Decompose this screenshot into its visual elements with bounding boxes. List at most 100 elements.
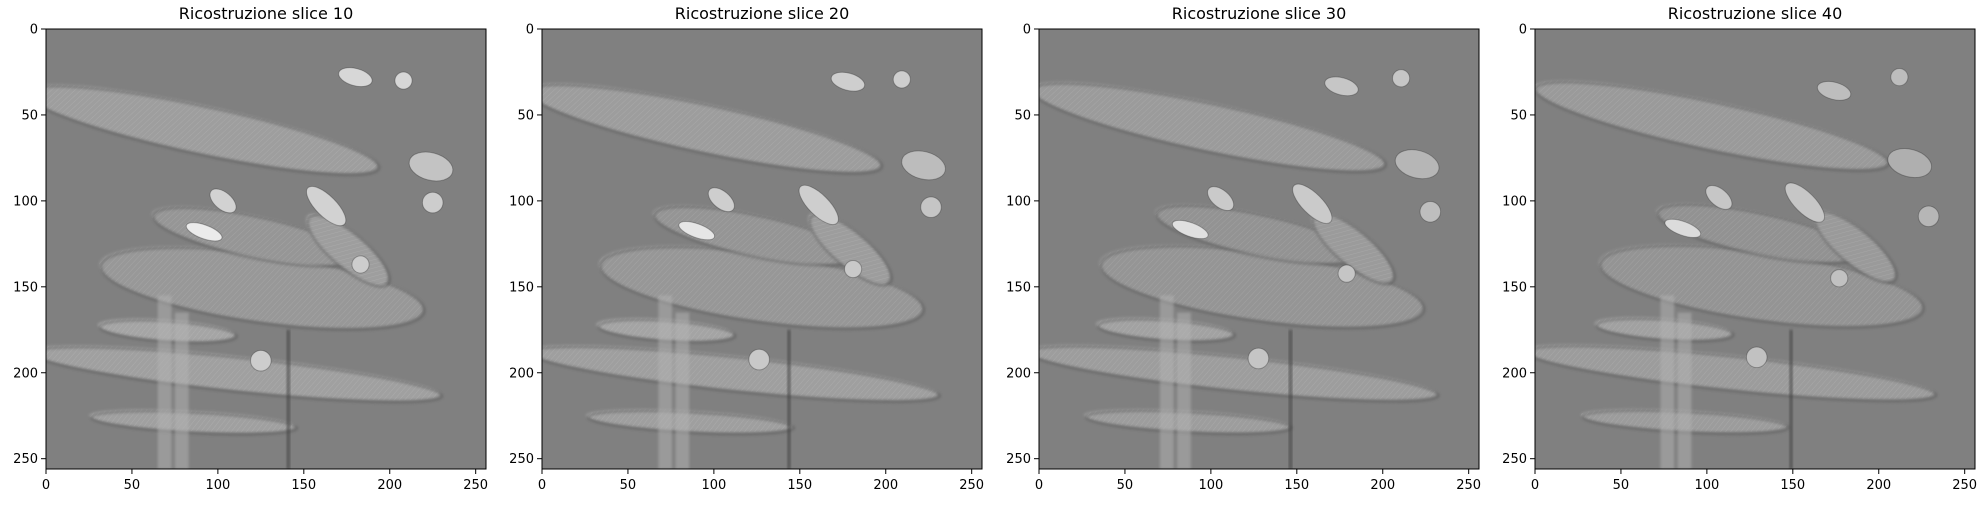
vertical-artifact xyxy=(174,312,189,469)
vertical-artifact xyxy=(1159,295,1174,469)
vertical-artifact xyxy=(1177,312,1191,469)
x-tick-label: 50 xyxy=(620,478,637,493)
x-tick-label: 200 xyxy=(1866,478,1891,493)
y-tick-label: 100 xyxy=(1502,194,1527,209)
inclusion-spot xyxy=(209,188,237,214)
vertical-artifact xyxy=(286,329,291,469)
streak-texture xyxy=(46,84,378,173)
y-tick-label: 50 xyxy=(517,108,534,123)
inclusion-spot xyxy=(351,255,370,274)
y-tick-label: 50 xyxy=(21,108,38,123)
inclusion-spot xyxy=(1171,219,1209,240)
panel-title: Ricostruzione slice 10 xyxy=(179,4,354,23)
streak-texture xyxy=(1039,81,1385,171)
inclusion-spot xyxy=(1391,69,1411,88)
inclusion-spot xyxy=(250,349,272,372)
x-tick-label: 100 xyxy=(701,478,726,493)
inclusion-spot xyxy=(1890,68,1909,87)
x-tick-label: 150 xyxy=(291,478,316,493)
streak-texture xyxy=(598,245,923,328)
x-tick-label: 100 xyxy=(1694,478,1719,493)
streak-texture xyxy=(99,245,423,328)
y-tick-label: 50 xyxy=(1510,108,1527,123)
inclusion-spot xyxy=(1917,205,1940,228)
y-tick-label: 0 xyxy=(30,23,38,38)
inclusion-spot xyxy=(678,221,716,241)
inclusion-spot xyxy=(185,222,223,242)
inclusion-spot xyxy=(1337,264,1356,283)
streak-texture xyxy=(542,344,938,400)
inclusion-spot xyxy=(408,151,454,182)
vertical-artifact xyxy=(157,295,172,469)
inclusion-spot xyxy=(830,71,866,92)
edge-shadow xyxy=(1535,81,1890,172)
streak-texture xyxy=(1039,344,1437,400)
x-tick-label: 100 xyxy=(205,478,230,493)
vertical-artifact xyxy=(1660,295,1675,469)
streak-texture xyxy=(151,205,354,265)
inclusion-spot xyxy=(1664,218,1702,239)
y-tick-label: 250 xyxy=(1006,452,1031,467)
y-tick-label: 150 xyxy=(13,280,38,295)
inclusion-spot xyxy=(901,150,946,181)
y-tick-label: 150 xyxy=(1502,280,1527,295)
streak-texture xyxy=(89,409,296,433)
panel-title: Ricostruzione slice 20 xyxy=(675,4,850,23)
edge-shadow xyxy=(808,213,893,287)
y-tick-label: 50 xyxy=(1014,108,1031,123)
y-tick-label: 150 xyxy=(1006,280,1031,295)
inclusion-spot xyxy=(798,184,839,226)
chart-panel-4: Ricostruzione slice 40 0 50 100 150 200 250 0 50… xyxy=(1502,4,1977,493)
inclusion-spot xyxy=(892,70,911,89)
inclusion-spot xyxy=(1292,183,1333,224)
inclusion-spot xyxy=(1816,80,1852,101)
inclusion-spot xyxy=(844,259,863,279)
y-tick-label: 200 xyxy=(1006,366,1031,381)
x-tick-label: 100 xyxy=(1198,478,1223,493)
streak-texture xyxy=(46,345,441,401)
y-tick-label: 100 xyxy=(1006,194,1031,209)
inclusion-spot xyxy=(306,185,347,227)
y-tick-label: 0 xyxy=(526,23,534,38)
x-tick-label: 250 xyxy=(1456,478,1481,493)
vertical-artifact xyxy=(1677,312,1692,469)
inclusion-spot xyxy=(1247,347,1270,370)
streak-texture xyxy=(1535,80,1887,169)
vertical-artifact xyxy=(658,295,673,469)
inclusion-spot xyxy=(1745,346,1768,369)
inclusion-spot xyxy=(394,71,413,90)
streak-texture xyxy=(1655,202,1858,262)
y-tick-label: 0 xyxy=(1023,23,1031,38)
x-tick-label: 0 xyxy=(1531,478,1539,493)
x-tick-label: 50 xyxy=(1117,478,1134,493)
edge-shadow xyxy=(46,85,381,176)
streak-texture xyxy=(1812,209,1895,282)
y-tick-label: 200 xyxy=(509,366,534,381)
y-tick-label: 0 xyxy=(1519,23,1527,38)
inclusion-spot xyxy=(1705,185,1733,210)
edge-shadow xyxy=(46,346,444,404)
reconstruction-image xyxy=(542,29,982,469)
reconstruction-image xyxy=(1039,29,1479,469)
vertical-artifact xyxy=(787,329,791,469)
inclusion-spot xyxy=(920,196,942,218)
inclusion-spot xyxy=(1887,148,1933,179)
x-tick-label: 250 xyxy=(463,478,488,493)
inclusion-spot xyxy=(421,191,444,214)
x-tick-label: 0 xyxy=(42,478,50,493)
y-tick-label: 250 xyxy=(1502,452,1527,467)
y-tick-label: 100 xyxy=(509,194,534,209)
axes-frame xyxy=(1534,28,1976,470)
inclusion-spot xyxy=(1784,182,1825,223)
inclusion-spot xyxy=(1324,76,1359,97)
streak-texture xyxy=(1535,344,1935,400)
x-tick-label: 50 xyxy=(124,478,141,493)
edge-shadow xyxy=(306,214,391,288)
vertical-artifact xyxy=(1288,329,1293,469)
x-tick-label: 50 xyxy=(1613,478,1630,493)
x-tick-label: 250 xyxy=(959,478,984,493)
panel-title: Ricostruzione slice 40 xyxy=(1668,4,1843,23)
axes-frame xyxy=(541,28,983,470)
edge-shadow xyxy=(542,345,941,403)
x-tick-label: 0 xyxy=(538,478,546,493)
